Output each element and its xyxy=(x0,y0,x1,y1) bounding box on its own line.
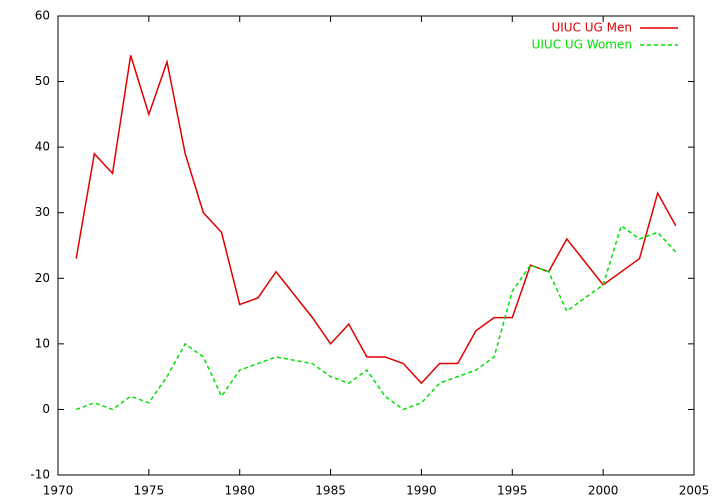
x-tick-label: 1970 xyxy=(43,484,74,498)
data-line xyxy=(75,55,677,385)
legend-label: UIUC UG Men xyxy=(551,21,632,35)
x-tick-label: 1985 xyxy=(315,484,346,498)
y-tick-label: 10 xyxy=(35,336,50,350)
y-tick-label: 0 xyxy=(42,402,50,416)
x-tick-label: 1995 xyxy=(497,484,528,498)
x-tick-label: 1980 xyxy=(224,484,255,498)
y-tick-label: 40 xyxy=(35,140,50,154)
x-tick-label: 2000 xyxy=(588,484,619,498)
x-tick-label: 1990 xyxy=(406,484,437,498)
y-tick-label: 30 xyxy=(35,205,50,219)
data-line xyxy=(75,224,677,411)
plot-frame xyxy=(57,15,695,476)
y-tick-label: 50 xyxy=(35,74,50,88)
legend-label: UIUC UG Women xyxy=(532,38,632,52)
y-tick-label: 60 xyxy=(35,9,50,23)
x-tick-label: 1975 xyxy=(134,484,165,498)
y-tick-label: 20 xyxy=(35,271,50,285)
y-tick-label: -10 xyxy=(30,468,50,482)
x-tick-label: 2005 xyxy=(679,484,710,498)
